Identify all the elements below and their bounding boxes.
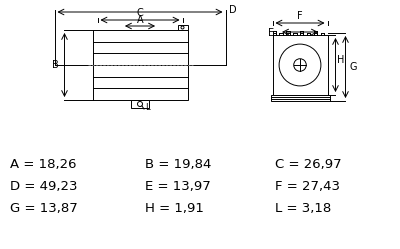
Text: L = 3,18: L = 3,18 xyxy=(275,202,331,215)
Text: L: L xyxy=(145,103,150,112)
Text: G = 13,87: G = 13,87 xyxy=(10,202,78,215)
Text: H = 1,91: H = 1,91 xyxy=(145,202,204,215)
Text: A: A xyxy=(137,15,143,25)
Bar xyxy=(92,30,188,100)
Bar xyxy=(131,100,149,108)
Text: A = 18,26: A = 18,26 xyxy=(10,158,76,171)
Text: F = 27,43: F = 27,43 xyxy=(275,180,340,193)
Text: E = 13,97: E = 13,97 xyxy=(145,180,211,193)
Bar xyxy=(272,35,328,95)
Text: B: B xyxy=(52,60,58,70)
Bar xyxy=(178,25,188,30)
Text: D = 49,23: D = 49,23 xyxy=(10,180,78,193)
Text: D: D xyxy=(228,5,236,15)
Text: E: E xyxy=(268,28,274,38)
Text: B = 19,84: B = 19,84 xyxy=(145,158,211,171)
Text: C = 26,97: C = 26,97 xyxy=(275,158,342,171)
Text: F: F xyxy=(297,11,303,21)
Text: C: C xyxy=(137,8,143,18)
Bar xyxy=(270,95,330,101)
Text: G: G xyxy=(350,62,357,72)
Text: H: H xyxy=(336,55,344,65)
